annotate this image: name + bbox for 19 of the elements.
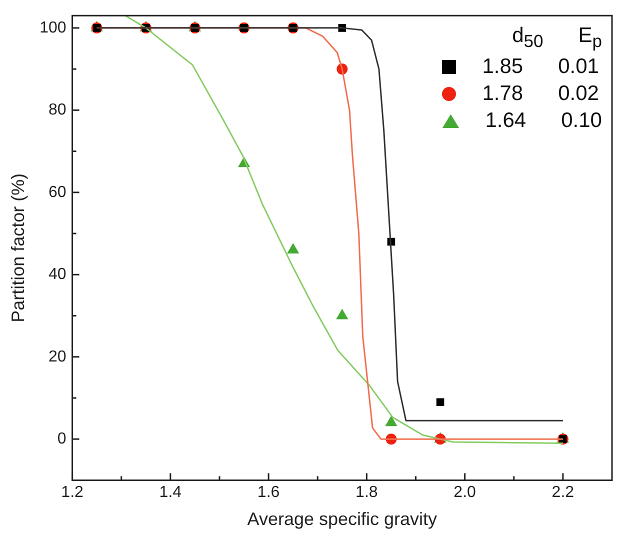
y-tick-label: 80 [48, 102, 66, 119]
y-tick-label: 100 [40, 19, 66, 36]
y-tick-label: 0 [57, 430, 66, 448]
text: d$_{50}$ E$_{p}$ [512, 24, 602, 51]
y-tick-label: 20 [48, 348, 66, 366]
x-tick-label: 1.4 [159, 484, 182, 502]
point [436, 398, 444, 406]
legend-label: 1.64 0.10 [485, 109, 602, 134]
x-tick-label: 2.0 [454, 484, 476, 502]
x-tick-label: 1.2 [61, 484, 84, 502]
y-axis-title: Partition factor (%) [8, 173, 28, 322]
x-axis-title: Average specific gravity [247, 509, 438, 530]
y-tick-label: 40 [48, 266, 66, 284]
x-tick-label: 2.2 [552, 484, 574, 502]
x-tick-label: 1.8 [356, 484, 378, 502]
legend-label: 1.78 0.02 [482, 82, 599, 106]
legend-label: 1.85 0.01 [482, 55, 599, 80]
x-tick-label: 1.6 [257, 484, 280, 502]
y-tick-label: 60 [48, 184, 66, 201]
